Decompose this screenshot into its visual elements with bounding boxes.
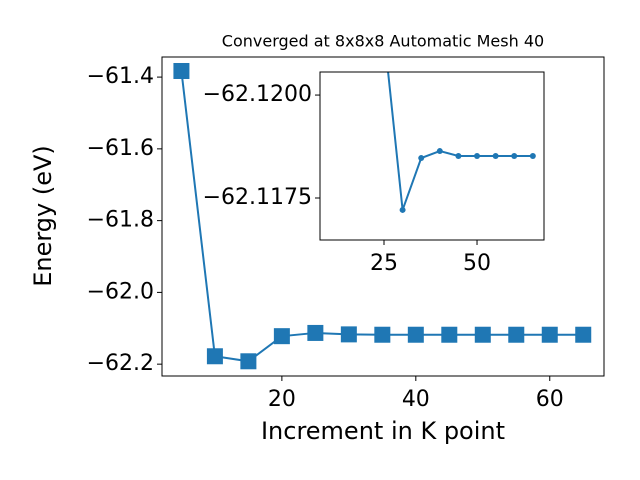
marker bbox=[436, 148, 443, 155]
chart-title: Converged at 8x8x8 Automatic Mesh 40 bbox=[222, 32, 544, 51]
marker bbox=[508, 326, 525, 343]
marker bbox=[307, 324, 324, 341]
y-tick-label: −62.0 bbox=[87, 279, 154, 304]
marker bbox=[511, 153, 518, 159]
axes-frame bbox=[319, 71, 545, 241]
marker bbox=[575, 326, 592, 343]
x-tick-label: 25 bbox=[370, 251, 398, 276]
axes-frame bbox=[161, 56, 605, 377]
y-tick-label: −62.1200 bbox=[203, 82, 312, 107]
marker bbox=[340, 326, 357, 343]
x-tick-label: 50 bbox=[463, 251, 491, 276]
marker bbox=[240, 353, 257, 370]
marker bbox=[441, 326, 458, 343]
marker bbox=[541, 326, 558, 343]
marker bbox=[273, 328, 290, 345]
y-tick-label: −61.4 bbox=[87, 64, 154, 89]
y-tick-label: −62.1175 bbox=[203, 185, 312, 210]
marker bbox=[173, 62, 190, 79]
marker bbox=[474, 153, 481, 159]
marker bbox=[474, 326, 491, 343]
x-tick-label: 40 bbox=[402, 387, 430, 412]
y-tick-label: −61.6 bbox=[87, 136, 154, 161]
y-tick-label: −61.8 bbox=[87, 208, 154, 233]
marker bbox=[492, 153, 499, 159]
marker bbox=[206, 348, 223, 365]
plot-area bbox=[173, 62, 592, 370]
marker bbox=[455, 153, 462, 159]
marker bbox=[374, 326, 391, 343]
marker bbox=[399, 206, 406, 213]
y-tick-label: −62.2 bbox=[87, 351, 154, 376]
marker bbox=[407, 326, 424, 343]
marker bbox=[529, 153, 536, 159]
x-tick-label: 20 bbox=[268, 387, 296, 412]
y-axis-label: Energy (eV) bbox=[29, 145, 57, 287]
x-tick-label: 60 bbox=[536, 387, 564, 412]
marker bbox=[418, 155, 425, 162]
x-axis-label: Increment in K point bbox=[261, 417, 505, 445]
plot-area bbox=[387, 72, 536, 213]
